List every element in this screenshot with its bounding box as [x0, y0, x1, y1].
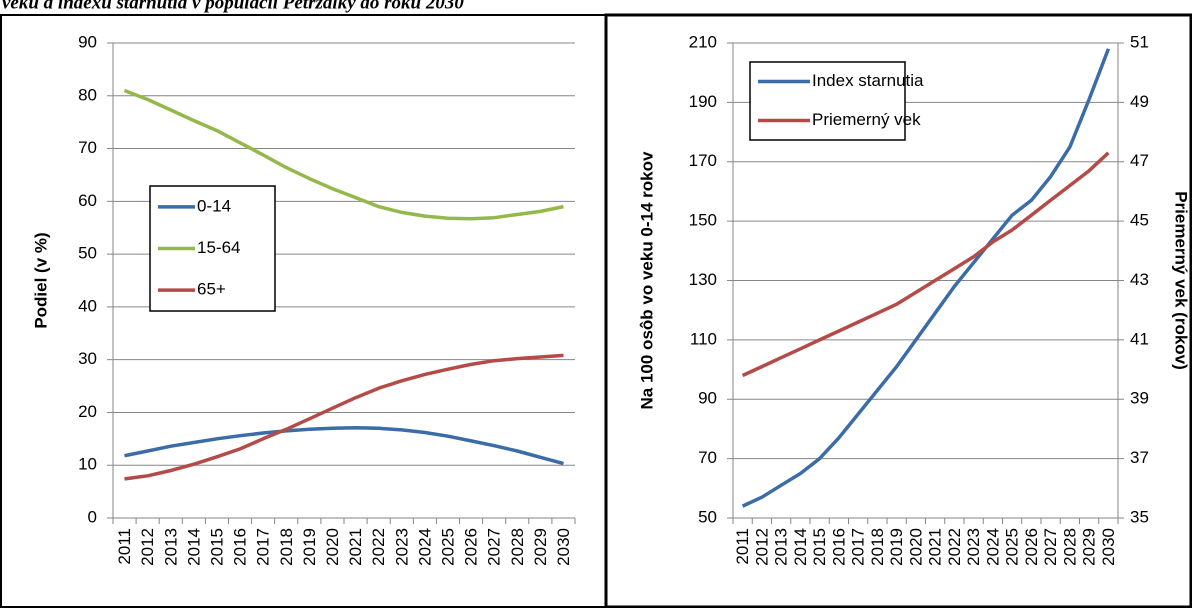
y-tick-label: 130 — [689, 270, 717, 289]
right-panel — [604, 13, 1192, 608]
x-tick-label: 2012 — [752, 528, 771, 566]
y-tick-label: 190 — [689, 92, 717, 111]
series-line — [741, 151, 1110, 378]
y-tick-label: 90 — [78, 32, 97, 51]
x-tick-label: 2029 — [531, 528, 550, 566]
x-tick-label: 2026 — [462, 528, 481, 566]
x-tick-label: 2015 — [207, 528, 226, 566]
x-tick-label: 2020 — [906, 528, 925, 566]
x-tick-label: 2024 — [415, 528, 434, 566]
y-tick-label: 70 — [78, 138, 97, 157]
series-line — [124, 426, 564, 466]
x-tick-label: 2030 — [554, 528, 573, 566]
y2-tick-label: 49 — [1130, 92, 1149, 111]
x-tick-label: 2023 — [964, 528, 983, 566]
x-tick-label: 2024 — [983, 528, 1002, 566]
y-tick-label: 50 — [78, 244, 97, 263]
x-tick-label: 2030 — [1099, 528, 1118, 566]
y-tick-label: 10 — [78, 455, 97, 474]
x-tick-label: 2014 — [791, 528, 810, 566]
y-axis-title: Na 100 osôb vo veku 0-14 rokov — [637, 151, 656, 409]
page-title: veku a indexu starnutia v populácii Petr… — [2, 0, 464, 13]
y-tick-label: 50 — [698, 507, 717, 526]
series-line — [741, 48, 1111, 508]
x-tick-label: 2026 — [1022, 528, 1041, 566]
x-tick-label: 2027 — [485, 528, 504, 566]
x-tick-label: 2016 — [231, 528, 250, 566]
x-tick-label: 2018 — [277, 528, 296, 566]
x-tick-label: 2023 — [392, 528, 411, 566]
x-tick-label: 2017 — [849, 528, 868, 566]
x-tick-label: 2021 — [346, 528, 365, 566]
y-tick-label: 0 — [88, 507, 97, 526]
series-line — [124, 353, 564, 481]
y-tick-label: 110 — [690, 329, 717, 348]
y-tick-label: 150 — [689, 211, 717, 230]
legend-label: 0-14 — [197, 196, 231, 215]
y-tick-label: 80 — [78, 85, 97, 104]
y-tick-label: 20 — [78, 402, 97, 421]
x-tick-label: 2016 — [829, 528, 848, 566]
legend-label: Index starnutia — [812, 71, 924, 90]
legend-label: Priemerný vek — [812, 110, 921, 129]
y-tick-label: 40 — [78, 296, 97, 315]
x-tick-label: 2021 — [926, 528, 945, 566]
x-tick-label: 2019 — [887, 528, 906, 566]
y2-tick-label: 39 — [1130, 389, 1149, 408]
y2-tick-label: 47 — [1130, 151, 1149, 170]
y-axis-title: Podiel (v %) — [31, 232, 50, 328]
y2-tick-label: 35 — [1130, 507, 1149, 526]
x-tick-label: 2013 — [772, 528, 791, 566]
x-tick-label: 2012 — [138, 528, 157, 566]
x-tick-label: 2014 — [184, 528, 203, 566]
y-tick-label: 30 — [78, 349, 97, 368]
x-tick-label: 2020 — [323, 528, 342, 566]
x-tick-label: 2028 — [508, 528, 527, 566]
x-tick-label: 2017 — [254, 528, 273, 566]
x-tick-label: 2025 — [1003, 528, 1022, 566]
x-tick-label: 2018 — [868, 528, 887, 566]
y2-tick-label: 45 — [1130, 211, 1149, 230]
y-tick-label: 60 — [78, 191, 97, 210]
y2-tick-label: 37 — [1130, 448, 1149, 467]
x-tick-label: 2022 — [369, 528, 388, 566]
x-tick-label: 2011 — [115, 528, 134, 565]
y2-axis-title: Priemerný vek (rokov) — [1172, 191, 1191, 370]
x-tick-label: 2015 — [810, 528, 829, 566]
y-tick-label: 70 — [698, 448, 717, 467]
x-tick-label: 2025 — [438, 528, 457, 566]
series-line — [123, 88, 564, 221]
x-tick-label: 2027 — [1041, 528, 1060, 566]
y2-tick-label: 51 — [1130, 32, 1149, 51]
legend-box — [749, 61, 906, 141]
y-tick-label: 90 — [698, 389, 717, 408]
y-tick-label: 170 — [689, 151, 717, 170]
x-tick-label: 2013 — [161, 528, 180, 566]
legend-label: 15-64 — [197, 238, 240, 257]
y-tick-label: 210 — [689, 32, 717, 51]
y2-tick-label: 41 — [1130, 329, 1149, 348]
legend-label: 65+ — [197, 280, 226, 299]
x-tick-label: 2028 — [1060, 528, 1079, 566]
x-tick-label: 2019 — [300, 528, 319, 566]
x-tick-label: 2011 — [733, 528, 752, 565]
x-tick-label: 2029 — [1080, 528, 1099, 566]
y2-tick-label: 43 — [1130, 270, 1149, 289]
x-tick-label: 2022 — [945, 528, 964, 566]
